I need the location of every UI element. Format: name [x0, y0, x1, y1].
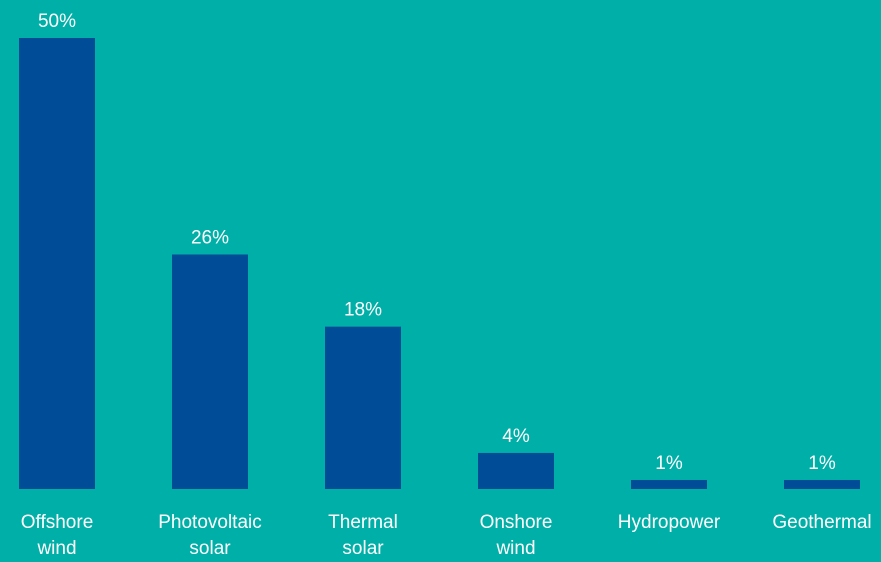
bar-2	[325, 326, 401, 489]
category-label-5-line-0: Geothermal	[772, 512, 871, 533]
category-label-0: Offshore wind	[21, 512, 94, 559]
category-label-2: Thermal solar	[328, 512, 398, 559]
bar-4	[631, 479, 707, 489]
category-label-3-line-1: wind	[495, 538, 535, 559]
value-label-0: 50%	[38, 11, 76, 32]
category-label-4: Hydropower	[618, 512, 721, 533]
value-label-1: 26%	[191, 227, 229, 248]
category-label-0-line-0: Offshore	[21, 512, 94, 533]
value-label-2: 18%	[344, 300, 382, 321]
value-label-5: 1%	[808, 453, 836, 474]
category-label-2-line-1: solar	[342, 538, 384, 559]
category-label-1: Photovoltaic solar	[158, 512, 262, 559]
category-labels-group: Offshore wind Photovoltaic solar Thermal sola…	[21, 512, 872, 559]
category-label-4-line-0: Hydropower	[618, 512, 721, 533]
category-label-2-line-0: Thermal	[328, 512, 398, 533]
bar-1	[172, 254, 248, 489]
bars-group	[19, 38, 860, 489]
bar-5	[784, 479, 860, 489]
value-label-4: 1%	[655, 453, 683, 474]
category-label-0-line-1: wind	[36, 538, 76, 559]
bar-0	[19, 38, 95, 489]
category-label-1-line-0: Photovoltaic	[158, 512, 262, 533]
category-label-1-line-1: solar	[189, 538, 231, 559]
category-label-5: Geothermal	[772, 512, 871, 533]
value-label-3: 4%	[502, 426, 530, 447]
category-label-3: Onshore wind	[480, 512, 553, 559]
bar-3	[478, 452, 554, 489]
category-label-3-line-0: Onshore	[480, 512, 553, 533]
value-labels-group: 50% 26% 18% 4% 1% 1%	[38, 11, 836, 474]
